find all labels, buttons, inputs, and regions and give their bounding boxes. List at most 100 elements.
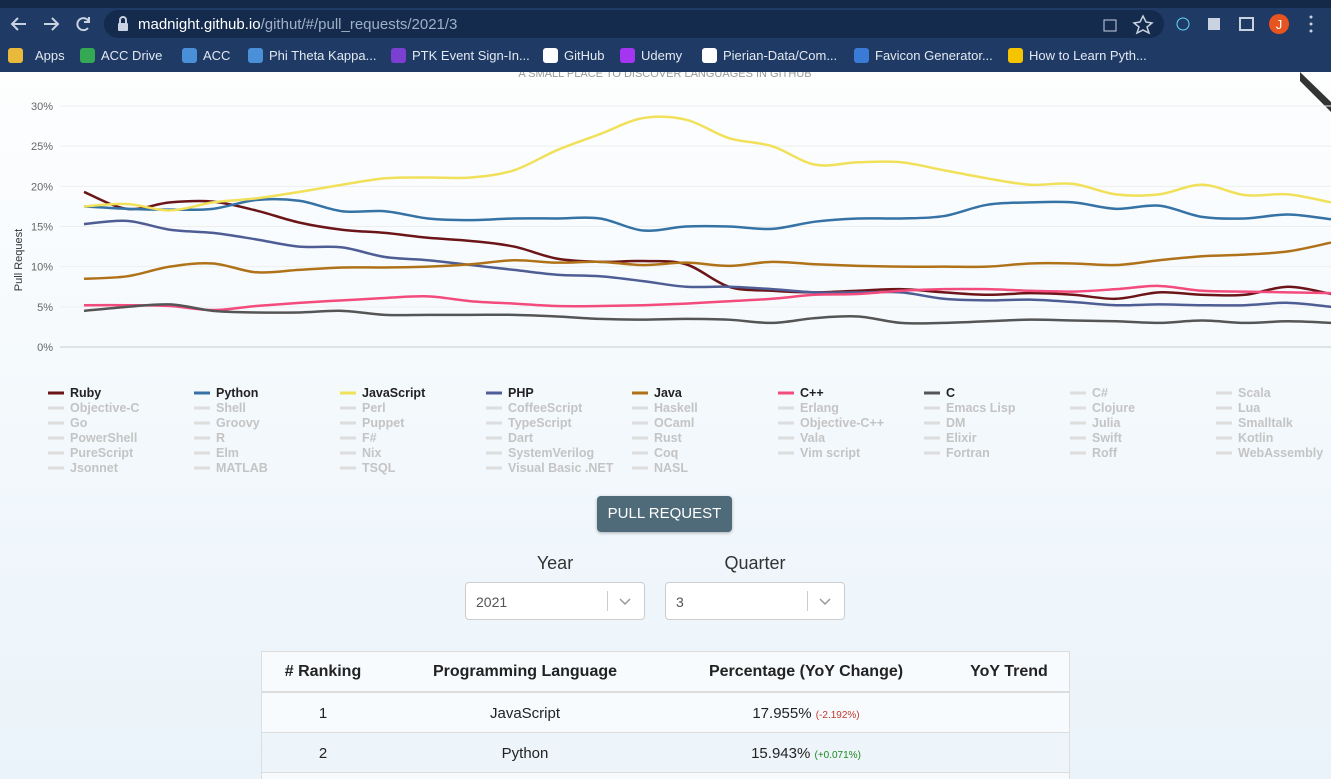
legend-item[interactable]: R [194,431,225,445]
legend-item[interactable]: Ruby [48,386,101,400]
legend-item[interactable]: Nix [340,446,382,460]
bookmark[interactable]: Favicon Generator... [875,48,993,63]
percentage-cell: 15.943% (+0.071%) [656,745,956,762]
legend-item[interactable]: Elixir [924,431,977,445]
ribbon-corner[interactable] [1300,72,1331,112]
legend-item[interactable]: Fortran [924,446,990,460]
bookmark[interactable]: PTK Event Sign-In... [412,48,530,63]
bookmark-icon [620,48,635,63]
bookmark-icon [543,48,558,63]
legend-item[interactable]: Clojure [1070,401,1135,415]
legend-label: F# [362,431,377,445]
legend-label: Vim script [800,446,861,460]
legend-item[interactable]: NASL [632,461,688,475]
legend-item[interactable]: Go [48,416,88,430]
legend-label: Puppet [362,416,405,430]
chevron [619,598,631,606]
legend-item[interactable]: WebAssembly [1216,446,1323,460]
legend-item[interactable]: TypeScript [486,416,573,430]
legend-item[interactable]: C# [1070,386,1108,400]
legend-item[interactable]: JavaScript [340,386,426,400]
legend-item[interactable]: CoffeeScript [486,401,583,415]
legend-item[interactable]: Rust [632,431,683,445]
legend-item[interactable]: DM [924,416,965,430]
legend-item[interactable]: OCaml [632,416,694,430]
legend-item[interactable]: Visual Basic .NET [486,461,614,475]
legend-item[interactable]: PureScript [48,446,134,460]
legend-item[interactable]: Jsonnet [48,461,119,475]
legend-item[interactable]: Objective-C [48,401,139,415]
bookmark[interactable]: GitHub [564,48,605,63]
legend-label: Swift [1092,431,1123,445]
legend-item[interactable]: Perl [340,401,386,415]
bookmark[interactable]: ACC [203,48,231,63]
legend-item[interactable]: PowerShell [48,431,137,445]
legend-label: Shell [216,401,246,415]
legend-label: R [216,431,225,445]
yoy-change: (+0.071%) [814,750,861,761]
bookmark-icon [1008,48,1023,63]
table-cell: 1 [318,705,328,722]
legend-label: C# [1092,386,1108,400]
legend-label: Ruby [70,386,101,400]
legend-item[interactable]: Swift [1070,431,1123,445]
bookmark[interactable]: ACC Drive [101,48,163,63]
legend-item[interactable]: Vim script [778,446,861,460]
legend-item[interactable]: Vala [778,431,826,445]
legend-item[interactable]: Haskell [632,401,698,415]
series-line [83,219,1331,309]
legend-item[interactable]: MATLAB [194,461,268,475]
percentage: 17.955% [752,705,812,722]
legend-item[interactable]: Roff [1070,446,1118,460]
toolbar-icons[interactable]: J [1100,10,1320,40]
legend-item[interactable]: Smalltalk [1216,416,1293,430]
column-header: YoY Trend [970,663,1048,680]
legend-item[interactable]: TSQL [340,461,396,475]
legend-item[interactable]: Lua [1216,401,1261,415]
legend-item[interactable]: Puppet [340,416,405,430]
legend-item[interactable]: Elm [194,446,239,460]
legend-item[interactable]: Groovy [194,416,260,430]
legend-label: PowerShell [70,431,137,445]
bookmark-icon [182,48,197,63]
legend-item[interactable]: Objective-C++ [778,416,884,430]
legend-label: Elm [216,446,239,460]
legend-item[interactable]: C [924,386,955,400]
percentage-cell: 17.955% (-2.192%) [656,705,956,722]
legend-label: Jsonnet [70,461,119,475]
address-bar[interactable] [104,10,1164,38]
legend-item[interactable]: Emacs Lisp [924,401,1016,415]
bookmark-icon [8,48,23,63]
legend-item[interactable]: Julia [1070,416,1122,430]
legend-label: Fortran [946,446,990,460]
legend-item[interactable]: Python [194,386,258,400]
legend-label: Julia [1092,416,1122,430]
legend-item[interactable]: Shell [194,401,246,415]
browser-chrome: madnight.github.io/githut/#/pull_request… [0,0,1331,72]
nav-buttons[interactable] [0,4,100,44]
legend-item[interactable]: F# [340,431,377,445]
profile-avatar[interactable]: J [1276,17,1283,32]
bookmark[interactable]: How to Learn Pyth... [1029,48,1147,63]
series-line [83,197,1331,233]
legend-item[interactable]: Dart [486,431,534,445]
bookmark[interactable]: Pierian-Data/Com... [723,48,838,63]
legend-item[interactable]: Coq [632,446,678,460]
legend-item[interactable]: Kotlin [1216,431,1273,445]
legend-item[interactable]: PHP [486,386,534,400]
legend-item[interactable]: SystemVerilog [486,446,594,460]
bookmark-icon [80,48,95,63]
year-select[interactable]: 2021 [465,582,645,620]
bookmark[interactable]: Phi Theta Kappa... [269,48,377,63]
legend-item[interactable]: C++ [778,386,824,400]
pull-request-button[interactable]: PULL REQUEST [597,496,732,532]
legend-label: Vala [800,431,826,445]
bookmark[interactable]: Apps [35,48,65,63]
legend-item[interactable]: Erlang [778,401,839,415]
legend-item[interactable]: Scala [1216,386,1272,400]
legend-item[interactable]: Java [632,386,683,400]
series-line [83,115,1331,212]
legend-label: TypeScript [508,416,573,430]
bookmark[interactable]: Udemy [641,48,683,63]
quarter-select[interactable]: 3 [665,582,845,620]
